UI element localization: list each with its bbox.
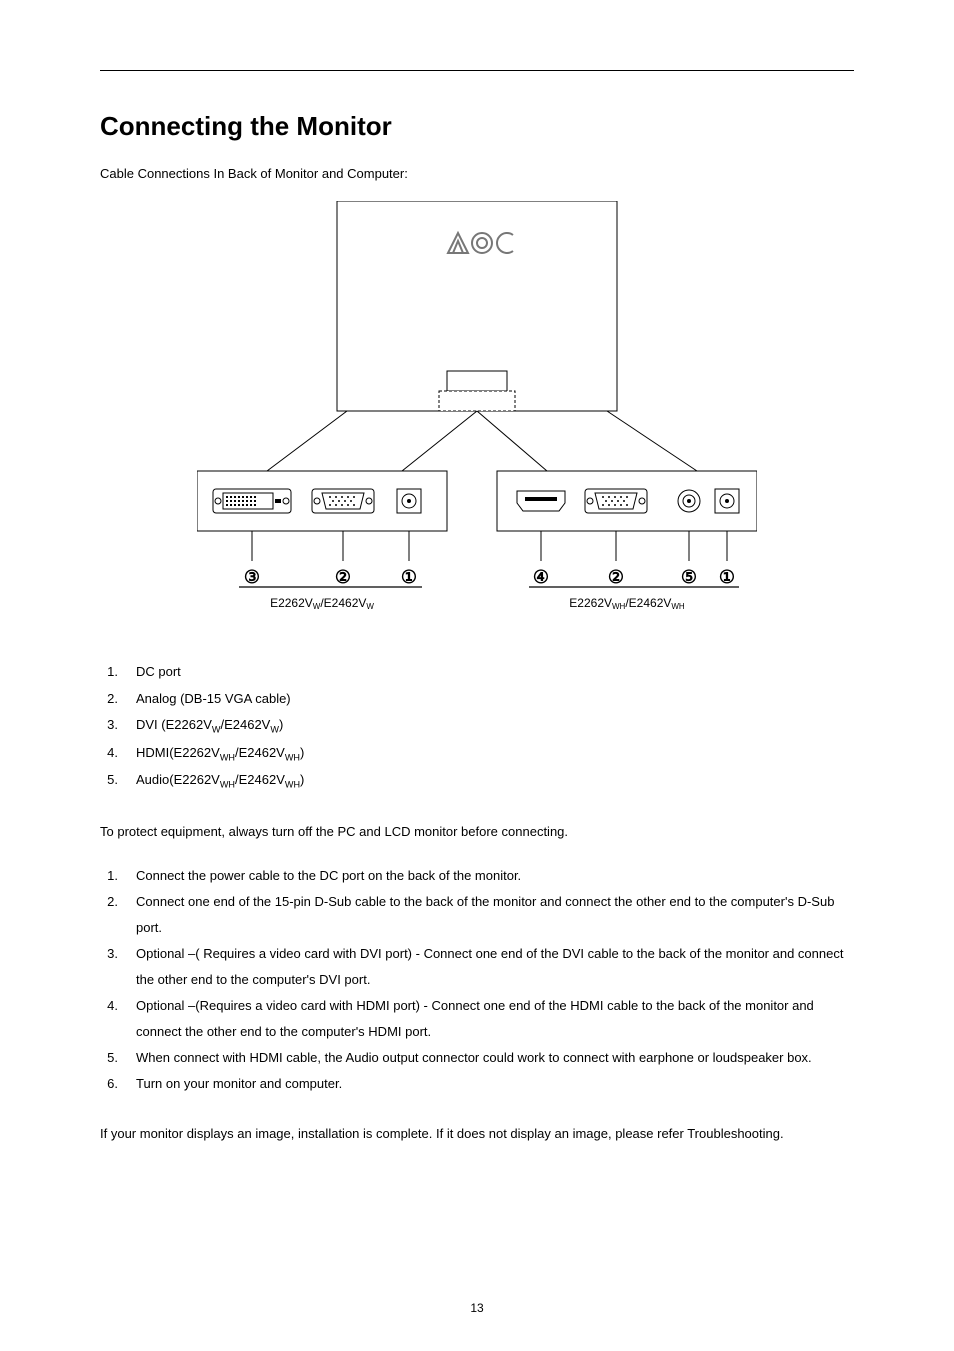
steps-list: 1.Connect the power cable to the DC port… xyxy=(106,863,854,1097)
step-item: 6.Turn on your monitor and computer. xyxy=(106,1071,854,1097)
diagram-svg: ③ ② ① E2262VW/E2462VW xyxy=(197,201,757,631)
svg-text:③: ③ xyxy=(244,567,260,587)
warning-text: To protect equipment, always turn off th… xyxy=(100,824,854,839)
svg-text:②: ② xyxy=(608,567,624,587)
top-rule xyxy=(100,70,854,71)
closing-text: If your monitor displays an image, insta… xyxy=(100,1121,854,1147)
connection-diagram: ③ ② ① E2262VW/E2462VW xyxy=(100,201,854,631)
svg-text:E2262VW/E2462VW: E2262VW/E2462VW xyxy=(270,596,374,611)
svg-text:②: ② xyxy=(335,567,351,587)
page-number: 13 xyxy=(0,1301,954,1315)
step-item: 1.Connect the power cable to the DC port… xyxy=(106,863,854,889)
step-item: 2.Connect one end of the 15-pin D-Sub ca… xyxy=(106,889,854,941)
port-list-item: 4.HDMI(E2262VWH/E2462VWH) xyxy=(106,740,854,767)
port-list-item: 5.Audio(E2262VWH/E2462VWH) xyxy=(106,767,854,794)
port-list-item: 2.Analog (DB-15 VGA cable) xyxy=(106,686,854,713)
left-port-panel: ③ ② ① E2262VW/E2462VW xyxy=(197,471,447,611)
right-port-panel: ④ ② ⑤ ① E2262VWH/E2462VWH xyxy=(497,471,757,611)
port-list: 1.DC port 2.Analog (DB-15 VGA cable) 3.D… xyxy=(106,659,854,794)
svg-text:⑤: ⑤ xyxy=(681,567,697,587)
port-list-item: 1.DC port xyxy=(106,659,854,686)
port-list-item: 3.DVI (E2262VW/E2462VW) xyxy=(106,712,854,739)
svg-text:④: ④ xyxy=(533,567,549,587)
intro-text: Cable Connections In Back of Monitor and… xyxy=(100,166,854,181)
page-title: Connecting the Monitor xyxy=(100,111,854,142)
step-item: 3.Optional –( Requires a video card with… xyxy=(106,941,854,993)
svg-text:①: ① xyxy=(719,567,735,587)
step-item: 4.Optional –(Requires a video card with … xyxy=(106,993,854,1045)
svg-text:①: ① xyxy=(401,567,417,587)
step-item: 5.When connect with HDMI cable, the Audi… xyxy=(106,1045,854,1071)
svg-text:E2262VWH/E2462VWH: E2262VWH/E2462VWH xyxy=(569,596,685,611)
